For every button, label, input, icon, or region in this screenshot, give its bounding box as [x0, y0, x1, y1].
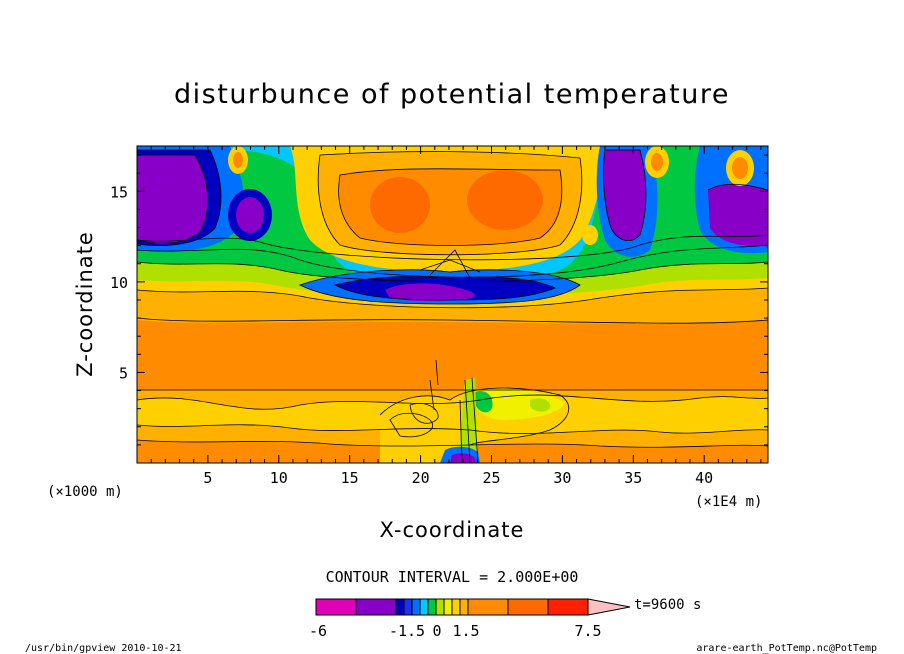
x-unit-left: (×1000 m): [47, 484, 123, 500]
y-axis-label: Z-coordinate: [73, 231, 97, 377]
contour-line-2: [137, 287, 768, 309]
upper-hot-east: [467, 170, 543, 230]
cold-east-purple: [603, 150, 646, 241]
x-tick-label: 35: [624, 469, 642, 487]
y-tick-label: 15: [110, 183, 128, 201]
x-tick-label: 20: [412, 469, 430, 487]
colorbar-segment: [403, 598, 413, 616]
contour-line-5: [137, 244, 768, 278]
x-tick-label: 10: [270, 469, 288, 487]
colorbar-segment: [507, 598, 549, 616]
contour-line-18: [379, 387, 570, 446]
colorbar-arrow: [587, 598, 631, 616]
colorbar-tick-label: 0: [432, 622, 441, 640]
colorbar-tick-label: 1.5: [452, 622, 479, 640]
contour-line-21: [459, 377, 479, 463]
chart-title: disturbunce of potential temperature: [174, 79, 730, 110]
contour-line-7: [333, 276, 556, 301]
convective-green-2: [530, 398, 551, 412]
colorbar-segment: [411, 598, 421, 616]
contour-line-9: [137, 424, 768, 434]
footer-program: /usr/bin/gpview 2010-10-21: [25, 643, 182, 654]
contour-lines: [137, 149, 768, 463]
cold-fareast-purple: [708, 184, 768, 246]
colorbar-segment: [547, 598, 589, 616]
colorbar-segment: [355, 598, 397, 616]
colorbar-segment: [427, 598, 437, 616]
contour-line-20: [409, 403, 439, 424]
colorbar-segment: [395, 598, 405, 616]
y-axis-ticks: [137, 154, 768, 446]
convective-column: [458, 378, 478, 463]
y-tick-label: 10: [110, 274, 128, 292]
colorbar-tick-label: -1.5: [389, 622, 425, 640]
contour-line-23: [419, 249, 481, 279]
contour-line-1: [137, 317, 768, 324]
time-label: t=9600 s: [634, 597, 701, 613]
band-lightorange: [137, 288, 768, 324]
x-axis-ticks: [150, 146, 762, 463]
contour-field: [137, 146, 768, 463]
contour-interval-label: CONTOUR INTERVAL = 2.000E+00: [326, 568, 579, 586]
contour-line-12: [338, 168, 563, 246]
band-lightgreen: [137, 262, 768, 297]
x-tick-label: 30: [553, 469, 571, 487]
colorbar-segment: [419, 598, 429, 616]
x-axis-label: X-coordinate: [380, 518, 525, 542]
band-green: [137, 235, 768, 284]
colorbar-segment: [315, 598, 357, 616]
x-unit-right: (×1E4 m): [695, 494, 762, 510]
footer-source: arare-earth_PotTemp.nc@PotTemp: [696, 643, 877, 654]
y-tick-label: 5: [119, 364, 128, 382]
colorbar-tick-label: -6: [309, 622, 327, 640]
warm-spot-3-core: [732, 157, 748, 179]
convective-lightyellow: [470, 388, 565, 420]
colorbar: [315, 598, 589, 616]
contour-line-22: [429, 359, 439, 411]
colorbar-tick-label: 7.5: [574, 622, 601, 640]
x-tick-label: 15: [341, 469, 359, 487]
colorbar-segment: [451, 598, 461, 616]
warm-spot-4: [582, 225, 598, 245]
colorbar-labels: -6 -1.5 0 1.5 7.5: [309, 622, 602, 640]
x-tick-label: 25: [482, 469, 500, 487]
colorbar-segment: [467, 598, 509, 616]
warm-spot-1-core: [233, 152, 243, 168]
plot-frame: [136, 145, 769, 464]
cold-west-purple: [137, 155, 208, 244]
colorbar-segment: [435, 598, 445, 616]
colorbar-segment: [443, 598, 453, 616]
contour-line-19: [389, 412, 433, 438]
warm-spot-2-core: [651, 153, 663, 171]
x-tick-label: 5: [203, 469, 212, 487]
convective-green: [475, 390, 493, 413]
cold-band-purple: [385, 283, 475, 301]
contour-line-16: [603, 149, 647, 242]
x-tick-labels: 5 10 15 20 25 30 35 40: [203, 469, 713, 487]
colorbar-segment: [459, 598, 469, 616]
contour-line-17: [707, 183, 768, 191]
contour-line-15: [137, 154, 209, 244]
cold-west-small-purple: [236, 197, 264, 233]
contour-line-10: [137, 439, 768, 448]
upper-hot-west: [370, 177, 430, 233]
contour-line-13: [317, 151, 583, 256]
contour-line-14: [137, 149, 222, 246]
x-tick-label: 40: [695, 469, 713, 487]
y-tick-labels: 5 10 15: [110, 183, 128, 382]
contour-line-3: [137, 261, 768, 283]
contour-line-6: [298, 269, 581, 305]
